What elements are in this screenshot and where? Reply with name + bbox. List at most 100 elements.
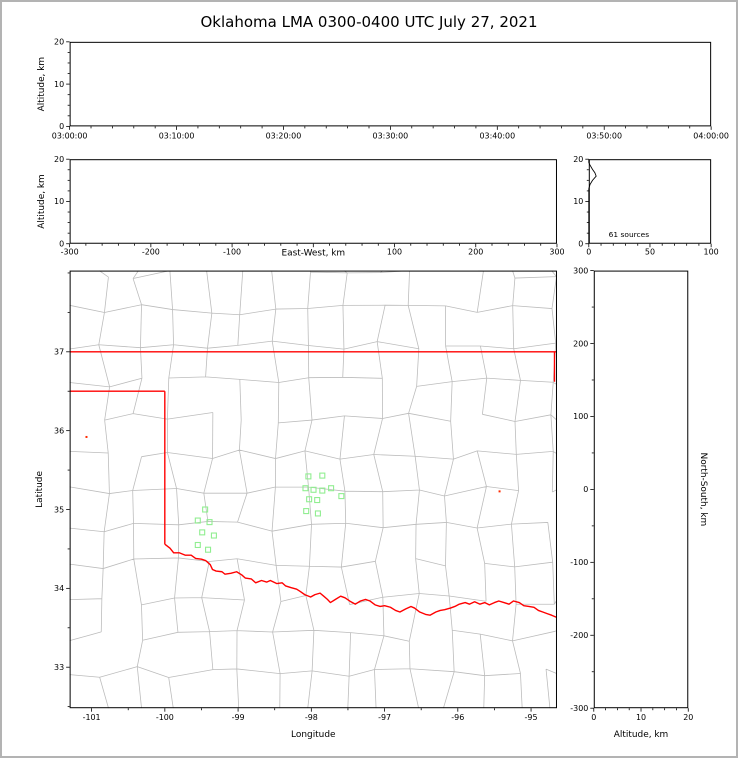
y-axis-ticks: 0 10 20	[573, 155, 589, 249]
x-tick-label: -98	[305, 713, 318, 722]
x-axis-ticks: 0 10 20	[591, 708, 693, 722]
panel-ns-height: 0 10 20 -300 -200 -100 0 100 200 300 Altitude, km N…	[570, 266, 708, 740]
lma-source-marker	[328, 485, 335, 492]
x-tick-label: 50	[645, 248, 655, 257]
y-tick-label: 33	[54, 663, 64, 672]
x-tick-label: -96	[451, 713, 464, 722]
noise-source-marker	[85, 435, 88, 438]
y-tick-label: 0	[583, 485, 588, 494]
panel-frame	[588, 159, 712, 244]
x-tick-label: 0	[586, 248, 591, 257]
county-boundary-lines	[69, 270, 557, 709]
x-tick-label: 03:20:00	[266, 131, 302, 140]
source-count-label: 61 sources	[609, 230, 650, 239]
lma-source-marker	[194, 517, 201, 524]
x-tick-label: 0	[591, 713, 596, 722]
altitude-histogram-line	[588, 159, 597, 244]
map-x-axis-label: Longitude	[291, 730, 336, 740]
x-tick-label: 03:30:00	[373, 131, 409, 140]
lma-source-marker	[303, 508, 310, 515]
x-tick-label: -100	[156, 713, 174, 722]
y-tick-label: 20	[54, 38, 64, 47]
y-tick-label: 300	[573, 266, 588, 275]
lma-source-marker	[305, 473, 312, 480]
panel-ew-height: -300 -200 -100 100 200 300 0 10 20 East-West, km A…	[37, 155, 565, 259]
y-tick-label: 0	[59, 122, 64, 131]
map-content	[69, 270, 557, 709]
x-axis-ticks: 0 50 100	[586, 243, 719, 257]
ew-height-y-axis-label: Altitude, km	[37, 174, 47, 229]
lma-source-marker	[319, 487, 326, 494]
y-tick-label: -100	[570, 558, 588, 567]
y-tick-label: -200	[570, 631, 588, 640]
x-axis-ticks: 03:00:00 03:10:00 03:20:00 03:30:00 03:40:00…	[52, 126, 729, 140]
x-tick-label: -101	[83, 713, 101, 722]
x-tick-label: -99	[232, 713, 245, 722]
x-tick-label: 300	[549, 248, 564, 257]
x-tick-label: -300	[61, 248, 79, 257]
y-tick-label: 100	[573, 412, 588, 421]
y-tick-label: 36	[54, 426, 64, 435]
time-height-y-axis-label: Altitude, km	[37, 57, 47, 111]
lma-source-marker	[199, 529, 206, 536]
y-tick-label: -300	[570, 704, 588, 713]
y-tick-label: 37	[54, 348, 64, 357]
lma-source-marker	[210, 532, 217, 539]
ns-height-x-axis-label: Altitude, km	[614, 730, 669, 740]
x-tick-label: -95	[525, 713, 538, 722]
lma-source-marker	[314, 497, 321, 504]
y-tick-label: 10	[54, 80, 64, 89]
x-tick-label: 03:50:00	[586, 131, 622, 140]
y-tick-label: 20	[573, 155, 583, 164]
y-tick-label: 20	[54, 155, 64, 164]
panel-frame	[69, 41, 712, 127]
x-tick-label: -200	[142, 248, 160, 257]
lma-source-marker	[205, 546, 212, 553]
ew-height-x-axis-label: East-West, km	[281, 249, 345, 259]
ns-height-y-axis-label: North-South, km	[698, 453, 708, 527]
y-tick-label: 10	[54, 197, 64, 206]
x-tick-label: -97	[378, 713, 391, 722]
figure-title: Oklahoma LMA 0300-0400 UTC July 27, 2021	[200, 13, 538, 31]
y-axis-ticks: -300 -200 -100 0 100 200 300	[570, 266, 594, 713]
lma-source-marker	[302, 485, 309, 492]
x-tick-label: 04:00:00	[693, 131, 729, 140]
lma-source-marker	[319, 472, 326, 479]
lma-source-marker	[202, 506, 209, 513]
y-axis-ticks: 0 10 20	[54, 155, 70, 249]
x-axis-ticks: -101 -100 -99 -98 -97 -96 -95	[83, 708, 538, 722]
red-river-state-border	[164, 543, 557, 619]
panel-plan-view: -101 -100 -99 -98 -97 -96 -95 33 34 35 36 37 Longitu…	[35, 270, 557, 740]
lma-source-marker	[338, 493, 345, 500]
x-tick-label: -100	[223, 248, 241, 257]
x-tick-label: 03:40:00	[479, 131, 515, 140]
noise-source-marker	[498, 490, 501, 493]
y-tick-label: 0	[578, 240, 583, 249]
x-tick-label: 03:00:00	[52, 131, 88, 140]
lma-source-marker	[310, 486, 317, 493]
y-tick-label: 200	[573, 339, 588, 348]
y-axis-ticks: 0 10 20	[54, 38, 70, 131]
lma-source-marker	[306, 496, 313, 503]
lma-source-marker	[194, 541, 201, 549]
lma-source-marker	[206, 519, 213, 526]
x-axis-ticks: -300 -200 -100 100 200 300	[61, 243, 565, 257]
lma-source-marker	[314, 510, 321, 517]
x-tick-label: 100	[387, 248, 402, 257]
y-tick-label: 34	[54, 584, 64, 593]
x-tick-label: 100	[704, 248, 719, 257]
map-y-axis-label: Latitude	[35, 471, 45, 508]
y-tick-label: 35	[54, 505, 64, 514]
x-tick-label: 200	[468, 248, 483, 257]
panel-altitude-histogram: 0 50 100 0 10 20 61 sources	[573, 155, 718, 257]
y-tick-label: 10	[573, 197, 583, 206]
panel-time-height: 03:00:00 03:10:00 03:20:00 03:30:00 03:40:00…	[37, 38, 729, 141]
x-tick-label: 10	[636, 713, 646, 722]
panel-frame	[593, 270, 689, 709]
x-tick-label: 03:10:00	[159, 131, 195, 140]
y-axis-ticks: 33 34 35 36 37	[54, 272, 70, 708]
panel-frame	[69, 159, 557, 244]
x-tick-label: 20	[683, 713, 693, 722]
